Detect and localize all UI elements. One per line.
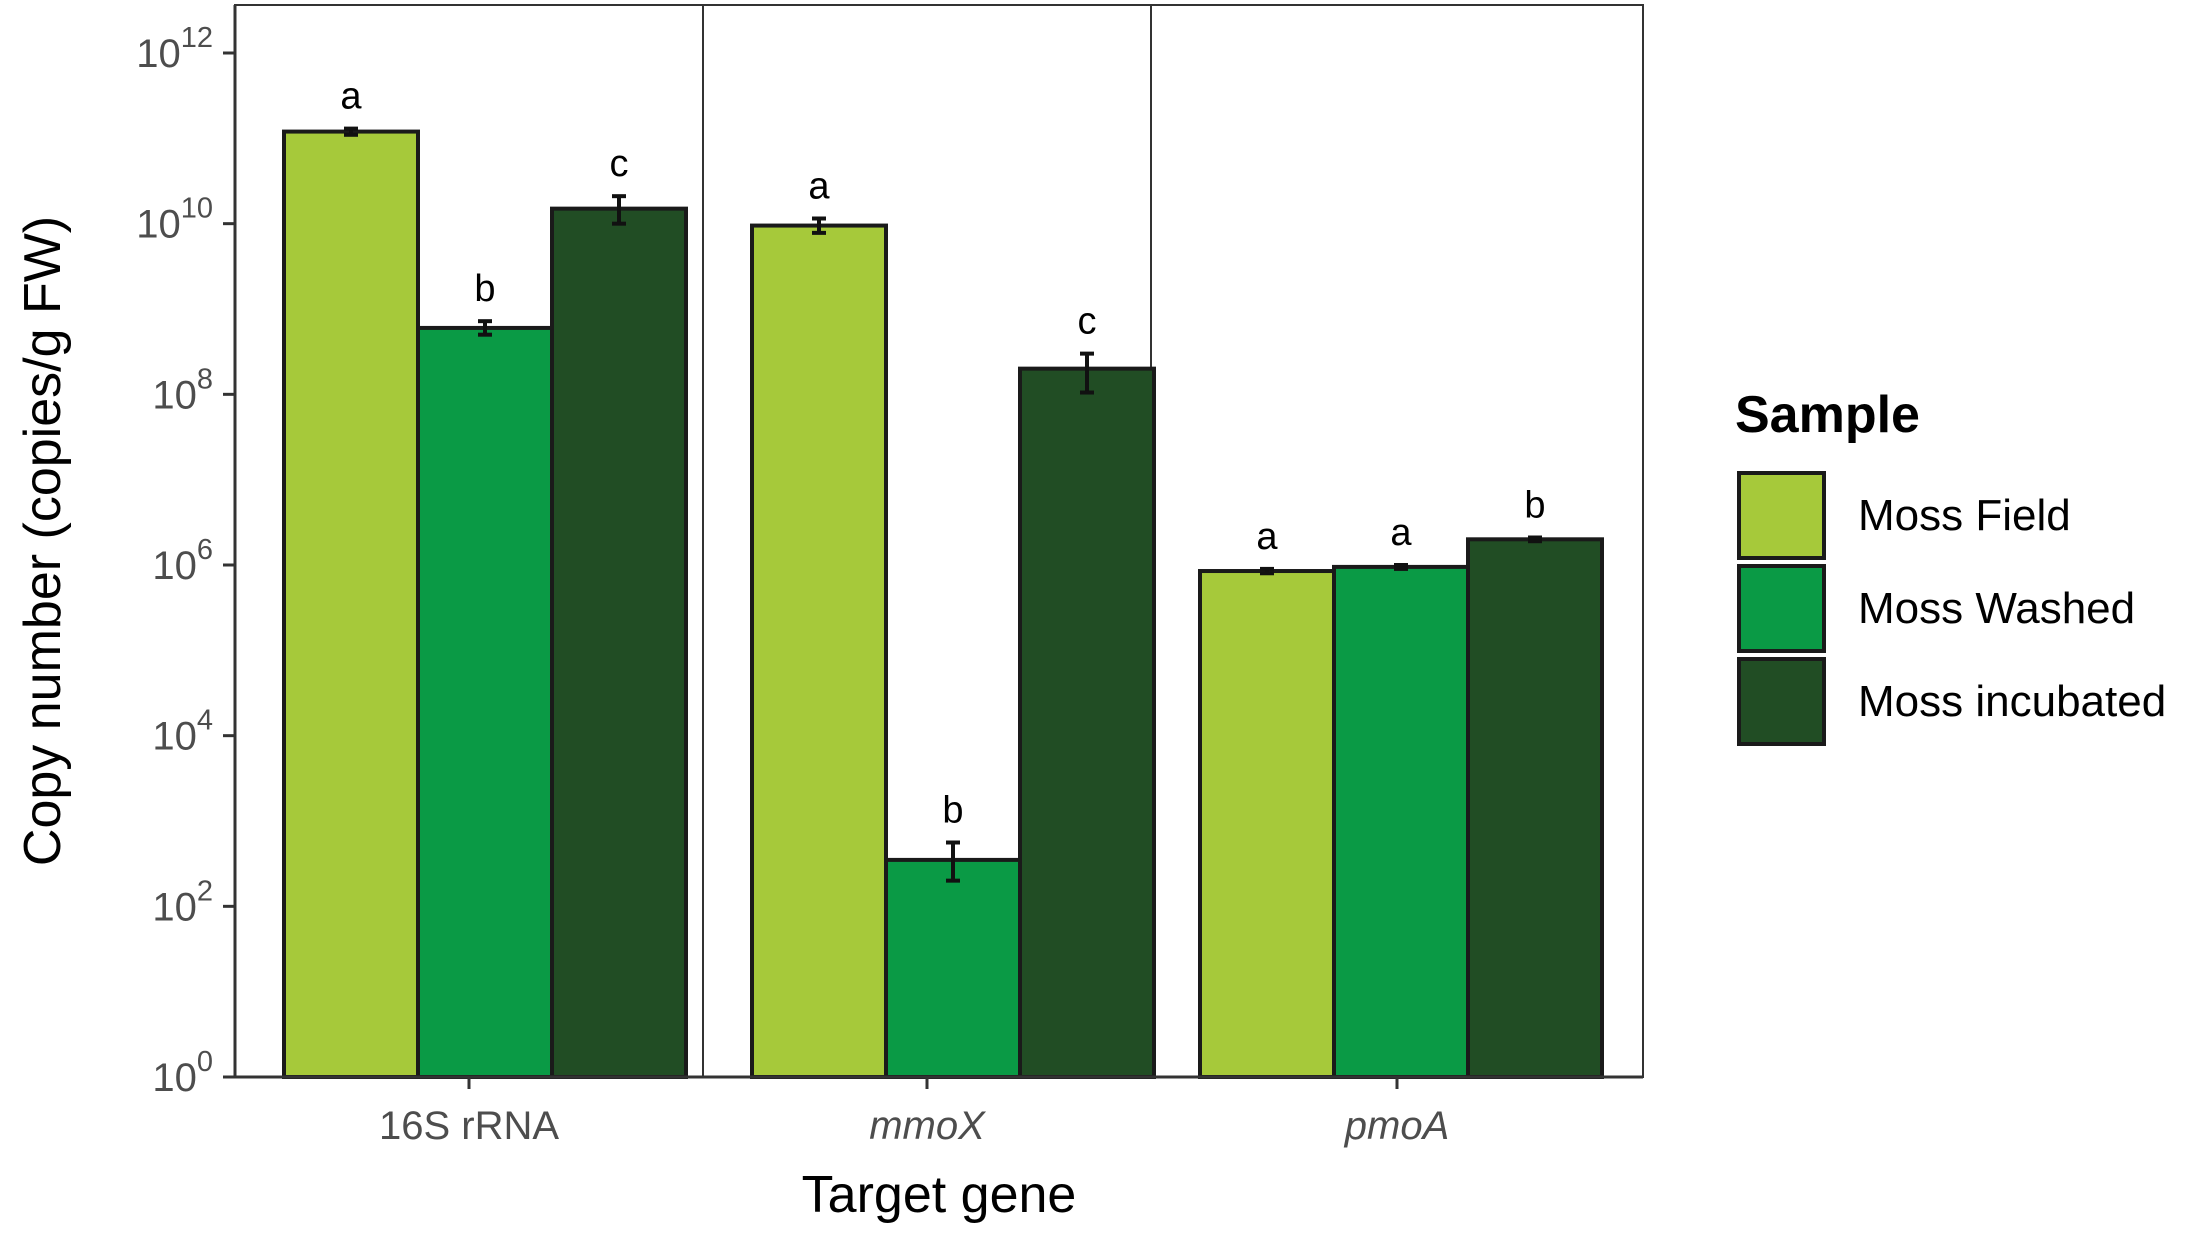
bar-moss-field-3 bbox=[1198, 569, 1336, 1079]
significance-letter-moss-washed-2: b bbox=[942, 789, 963, 831]
legend-swatch-moss-field bbox=[1737, 471, 1826, 560]
y-tick-base: 10 bbox=[136, 32, 181, 76]
y-tick-exponent: 4 bbox=[197, 705, 213, 737]
significance-letter-moss-field-3: a bbox=[1256, 516, 1278, 558]
y-tick-base: 10 bbox=[152, 373, 197, 417]
y-tick-exponent: 6 bbox=[197, 534, 213, 566]
y-tick-exponent: 0 bbox=[197, 1046, 213, 1078]
y-tick-exponent: 2 bbox=[197, 875, 213, 907]
bar-moss-washed-3 bbox=[1332, 564, 1470, 1080]
legend-swatch-moss-washed bbox=[1737, 564, 1826, 653]
y-tick-label-8: 108 bbox=[152, 363, 213, 417]
y-tick-base: 10 bbox=[152, 1056, 197, 1100]
y-tick-label-2: 102 bbox=[152, 875, 213, 929]
significance-letter-moss-washed-1: b bbox=[474, 268, 495, 310]
y-tick-label-6: 106 bbox=[152, 534, 213, 588]
significance-letter-moss-washed-3: a bbox=[1390, 512, 1412, 554]
bar-moss-washed-2 bbox=[884, 857, 1022, 1079]
legend-swatch-moss-incubated bbox=[1737, 657, 1826, 746]
significance-letter-moss-incubated-2: c bbox=[1078, 301, 1097, 343]
y-tick-label-12: 1012 bbox=[136, 22, 213, 76]
y-tick-exponent: 10 bbox=[181, 193, 213, 225]
bar-moss-washed-1 bbox=[416, 325, 554, 1079]
y-tick-label-0: 100 bbox=[152, 1046, 213, 1100]
x-axis-title: Target gene bbox=[802, 1166, 1077, 1224]
bar-moss-incubated-1 bbox=[550, 206, 688, 1080]
bar-moss-field-1 bbox=[282, 129, 420, 1079]
y-tick-exponent: 8 bbox=[197, 363, 213, 395]
bar-moss-incubated-3 bbox=[1466, 537, 1604, 1079]
significance-letter-moss-incubated-3: b bbox=[1524, 485, 1545, 527]
y-tick-exponent: 12 bbox=[181, 22, 213, 54]
legend-label-moss-field: Moss Field bbox=[1858, 491, 2071, 540]
y-tick-base: 10 bbox=[152, 885, 197, 929]
significance-letter-moss-incubated-1: c bbox=[610, 143, 629, 185]
bar-moss-incubated-2 bbox=[1018, 366, 1156, 1079]
legend-title: Sample bbox=[1735, 386, 1920, 444]
bar-moss-field-2 bbox=[750, 223, 888, 1080]
y-tick-base: 10 bbox=[136, 203, 181, 247]
y-tick-base: 10 bbox=[152, 715, 197, 759]
legend-label-moss-incubated: Moss incubated bbox=[1858, 677, 2166, 726]
x-tick-label-3: pmoA bbox=[1344, 1104, 1450, 1148]
x-tick-label-1: 16S rRNA bbox=[379, 1104, 559, 1148]
significance-letter-moss-field-1: a bbox=[340, 76, 362, 118]
y-tick-label-10: 1010 bbox=[136, 193, 213, 247]
legend-label-moss-washed: Moss Washed bbox=[1858, 584, 2135, 633]
y-tick-label-4: 104 bbox=[152, 705, 213, 759]
x-tick-label-2: mmoX bbox=[869, 1104, 986, 1148]
y-axis-title: Copy number (copies/g FW) bbox=[14, 216, 72, 866]
significance-letter-moss-field-2: a bbox=[808, 165, 830, 207]
y-tick-base: 10 bbox=[152, 544, 197, 588]
